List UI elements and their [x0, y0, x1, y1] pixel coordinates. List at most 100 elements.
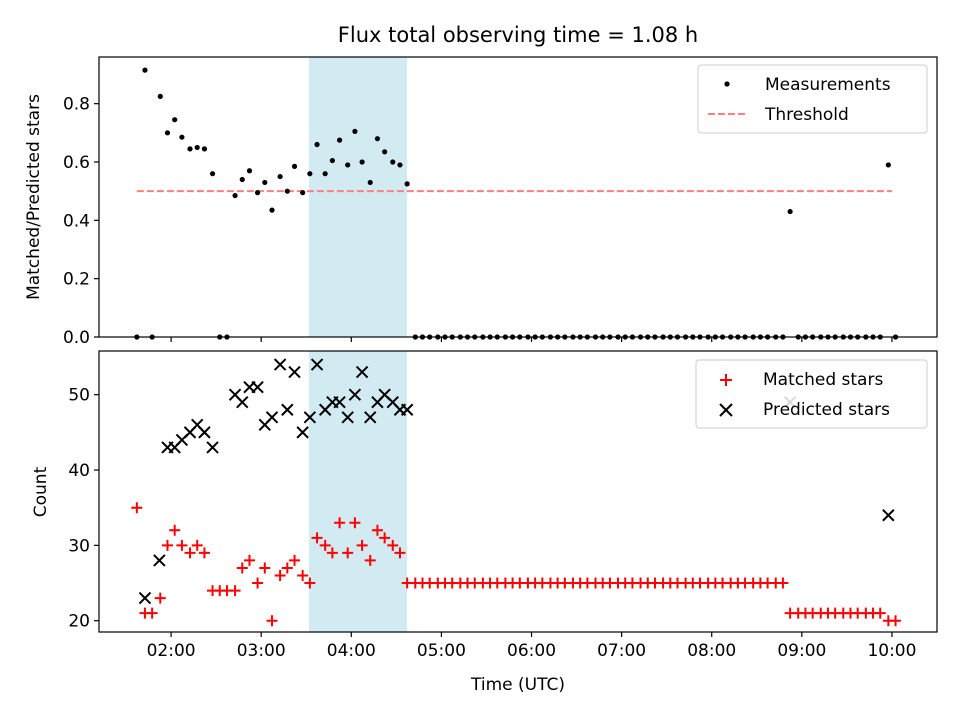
top-y-tick-label: 0.2 [63, 270, 90, 290]
measurement-point [359, 159, 365, 165]
predicted-star-point [206, 441, 219, 454]
measurement-point [239, 176, 245, 183]
bottom-x-ticks: 02:00 03:00 04:00 05:00 06:00 07:00 08:00 09:00… [147, 632, 916, 661]
matched-star-point [289, 554, 301, 566]
top-legend-box [697, 64, 928, 134]
matched-star-point [334, 517, 346, 529]
bottom-y-tick-label: 20 [68, 612, 90, 632]
measurement-point [397, 162, 403, 168]
matched-star-point [364, 554, 376, 566]
bottom-y-tick-label: 40 [68, 461, 90, 481]
x-tick-label: 03:00 [237, 641, 286, 661]
matched-star-point [387, 539, 399, 551]
measurement-point [390, 159, 396, 165]
predicted-star-point [265, 411, 279, 424]
matched-star-point [169, 524, 181, 536]
x-tick-label: 04:00 [327, 641, 376, 661]
top-y-tick-label: 0.0 [63, 328, 90, 348]
legend-matched-marker [720, 374, 732, 386]
legend-predicted-marker [719, 403, 733, 417]
measurement-point [284, 188, 290, 194]
measurement-point [345, 162, 351, 168]
measurement-point [262, 179, 268, 186]
predicted-star-point [348, 388, 362, 401]
matched-star-point [176, 539, 188, 551]
top-y-ticks: 0.0 0.2 0.4 0.6 0.8 [63, 95, 99, 348]
measurement-point [367, 179, 373, 186]
matched-star-point [297, 569, 309, 581]
x-tick-label: 08:00 [687, 641, 736, 661]
x-tick-label: 05:00 [417, 641, 466, 661]
matched-star-point [252, 577, 264, 589]
matched-star-point [890, 615, 902, 627]
measurement-point [277, 173, 283, 180]
matched-star-point [191, 539, 203, 551]
measurement-point [246, 168, 253, 174]
legend-measurements-marker [724, 81, 730, 87]
predicted-star-point [236, 396, 249, 409]
bottom-y-tick-label: 50 [68, 386, 90, 406]
matched-star-point [342, 547, 354, 559]
x-tick-label: 02:00 [147, 641, 196, 661]
matched-star-point [198, 547, 210, 559]
matched-stars-points [131, 502, 902, 627]
bottom-y-axis-label: Count [31, 466, 51, 517]
measurement-point [209, 171, 216, 177]
measurement-point [307, 171, 313, 177]
legend-matched-label: Matched stars [763, 370, 883, 390]
predicted-star-point [364, 411, 377, 424]
predicted-star-point [281, 403, 294, 416]
predicted-star-point [341, 411, 354, 424]
predicted-star-point [153, 554, 166, 567]
predicted-star-point [273, 358, 287, 371]
matched-star-point [154, 592, 166, 604]
measurement-point [232, 192, 238, 199]
x-tick-label: 10:00 [867, 641, 916, 661]
matched-star-point [394, 547, 406, 559]
top-y-tick-label: 0.4 [63, 211, 90, 231]
measurement-point [201, 146, 208, 152]
predicted-star-point [333, 396, 346, 409]
predicted-star-point [355, 365, 369, 379]
matched-star-point [229, 585, 241, 597]
matched-star-point [371, 524, 383, 536]
matched-star-point [304, 577, 316, 589]
measurement-point [322, 171, 328, 177]
matched-star-point [236, 562, 248, 574]
bottom-legend: Matched stars Predicted stars [695, 359, 928, 429]
predicted-star-point [288, 365, 301, 379]
measurement-point [314, 141, 320, 148]
measurement-point [336, 137, 343, 143]
matched-star-point [777, 577, 789, 589]
matched-star-point [146, 607, 158, 619]
top-panel: 0.00.20.40.60.8 Matched/Predicted stars … [24, 56, 938, 348]
matched-star-point [184, 547, 196, 559]
matched-star-point [259, 562, 271, 574]
x-tick-label: 09:00 [777, 641, 826, 661]
x-tick-label: 07:00 [597, 641, 646, 661]
legend-threshold-label: Threshold [764, 105, 849, 125]
matched-star-point [266, 615, 278, 627]
matched-star-point [356, 539, 368, 551]
top-highlight-span [308, 57, 408, 337]
measurement-point [352, 128, 358, 134]
top-x-ticks [170, 337, 893, 342]
top-y-tick-label: 0.8 [63, 95, 90, 115]
bottom-y-ticks: 20 30 40 50 [68, 386, 99, 632]
measurement-point [164, 130, 171, 136]
bottom-highlight-span [308, 351, 408, 632]
measurement-point [187, 146, 193, 152]
bottom-axes-frame [98, 350, 938, 633]
predicted-star-point [138, 591, 152, 605]
matched-star-point [274, 569, 286, 581]
measurement-point [404, 181, 410, 187]
measurement-point [382, 149, 388, 155]
predicted-star-point [296, 426, 309, 439]
top-y-tick-label: 0.6 [63, 153, 90, 173]
matched-star-point [874, 607, 886, 619]
measurement-point [194, 144, 200, 151]
measurement-point [157, 93, 163, 99]
measurement-point [179, 134, 185, 140]
